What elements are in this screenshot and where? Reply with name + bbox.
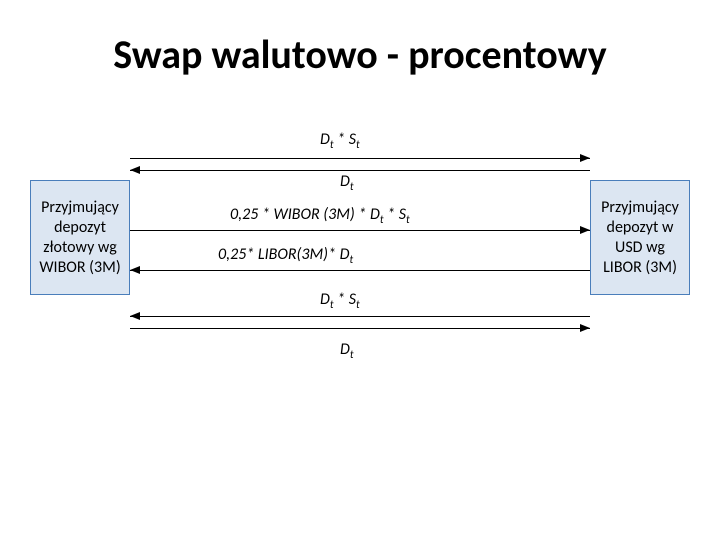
arrow-label-0: Dt * St (320, 130, 360, 151)
arrow-head-right-2 (580, 226, 590, 234)
arrow-label-5: Dt (340, 340, 354, 361)
arrow-line-0 (130, 158, 590, 159)
right-party-box: Przyjmujący depozyt w USD wg LIBOR (3M) (590, 180, 690, 295)
arrow-line-4 (130, 316, 590, 317)
arrow-label-4: Dt * St (320, 290, 360, 311)
arrow-line-5 (130, 328, 590, 329)
arrow-head-right-5 (580, 324, 590, 332)
arrow-head-right-0 (580, 154, 590, 162)
left-party-box: Przyjmujący depozyt złotowy wg WIBOR (3M… (30, 180, 130, 295)
arrow-label-3: 0,25* LIBOR(3M)* Dt (218, 245, 353, 266)
arrow-head-left-4 (130, 312, 140, 320)
arrow-label-1: Dt (340, 172, 354, 193)
arrow-line-1 (130, 170, 590, 171)
page-title: Swap walutowo - procentowy (0, 30, 720, 79)
arrow-line-3 (130, 270, 590, 271)
arrow-line-2 (130, 230, 590, 231)
arrow-head-left-3 (130, 266, 140, 274)
arrow-head-left-1 (130, 166, 140, 174)
arrow-label-2: 0,25 * WIBOR (3M) * Dt * St (230, 205, 410, 226)
